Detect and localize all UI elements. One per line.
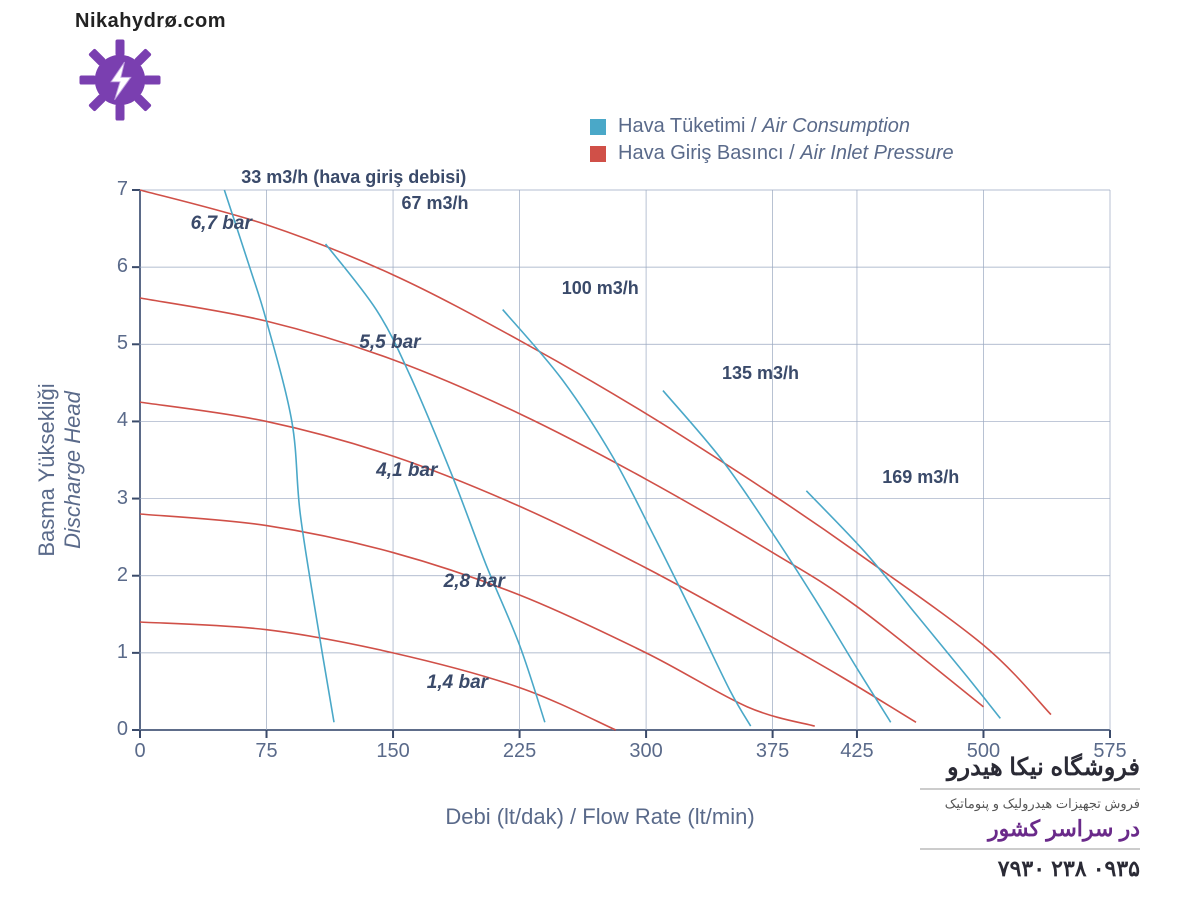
pressure-curve-label: 2,8 bar	[444, 571, 505, 593]
brand-site-text: Nikahydrø.com	[75, 10, 226, 33]
x-tick-label: 425	[827, 740, 887, 763]
y-tick-label: 6	[88, 255, 128, 278]
x-tick-label: 300	[616, 740, 676, 763]
vendor-name: فروشگاه نیکا هیدرو	[920, 753, 1140, 782]
performance-chart: Basma Yüksekliği Discharge Head Debi (lt…	[80, 180, 1120, 760]
vendor-coverage: در سراسر کشور	[920, 816, 1140, 842]
divider	[920, 848, 1140, 850]
legend-swatch-icon	[590, 119, 606, 135]
y-tick-label: 4	[88, 409, 128, 432]
pressure-curve-label: 6,7 bar	[191, 213, 252, 235]
chart-top-note: 33 m3/h (hava giriş debisi)	[241, 167, 466, 188]
x-axis-label: Debi (lt/dak) / Flow Rate (lt/min)	[445, 804, 754, 830]
chart-plot-area	[80, 180, 1120, 760]
divider	[920, 788, 1140, 790]
x-tick-label: 0	[110, 740, 170, 763]
air-curve-label: 135 m3/h	[722, 363, 799, 384]
vendor-tagline: فروش تجهیزات هیدرولیک و پنوماتیک	[920, 796, 1140, 812]
air-curve-label: 169 m3/h	[882, 467, 959, 488]
x-tick-label: 375	[743, 740, 803, 763]
pressure-curve-label: 5,5 bar	[359, 332, 420, 354]
legend-label: Hava Giriş Basıncı / Air Inlet Pressure	[618, 142, 954, 165]
y-tick-label: 3	[88, 487, 128, 510]
legend-item-air-consumption: Hava Tüketimi / Air Consumption	[590, 115, 954, 138]
air-curve-label: 67 m3/h	[401, 193, 468, 214]
x-tick-label: 225	[490, 740, 550, 763]
legend-item-air-inlet-pressure: Hava Giriş Basıncı / Air Inlet Pressure	[590, 142, 954, 165]
legend-swatch-icon	[590, 146, 606, 162]
y-axis-label: Basma Yüksekliği Discharge Head	[34, 383, 86, 556]
legend-label: Hava Tüketimi / Air Consumption	[618, 115, 910, 138]
air-curve-label: 100 m3/h	[562, 278, 639, 299]
vendor-phone: ۰۹۳۵ ۲۳۸ ۷۹۳۰	[920, 856, 1140, 882]
x-tick-label: 150	[363, 740, 423, 763]
y-tick-label: 0	[88, 718, 128, 741]
y-tick-label: 5	[88, 332, 128, 355]
y-tick-label: 1	[88, 641, 128, 664]
y-tick-label: 7	[88, 178, 128, 201]
chart-legend: Hava Tüketimi / Air Consumption Hava Gir…	[590, 115, 954, 169]
pressure-curve-label: 4,1 bar	[376, 460, 437, 482]
vendor-footer: فروشگاه نیکا هیدرو فروش تجهیزات هیدرولیک…	[920, 753, 1140, 882]
gear-bolt-icon	[75, 35, 165, 125]
pressure-curve-label: 1,4 bar	[427, 672, 488, 694]
brand-logo-block: Nikahydrø.com	[75, 10, 226, 130]
x-tick-label: 75	[237, 740, 297, 763]
y-tick-label: 2	[88, 564, 128, 587]
